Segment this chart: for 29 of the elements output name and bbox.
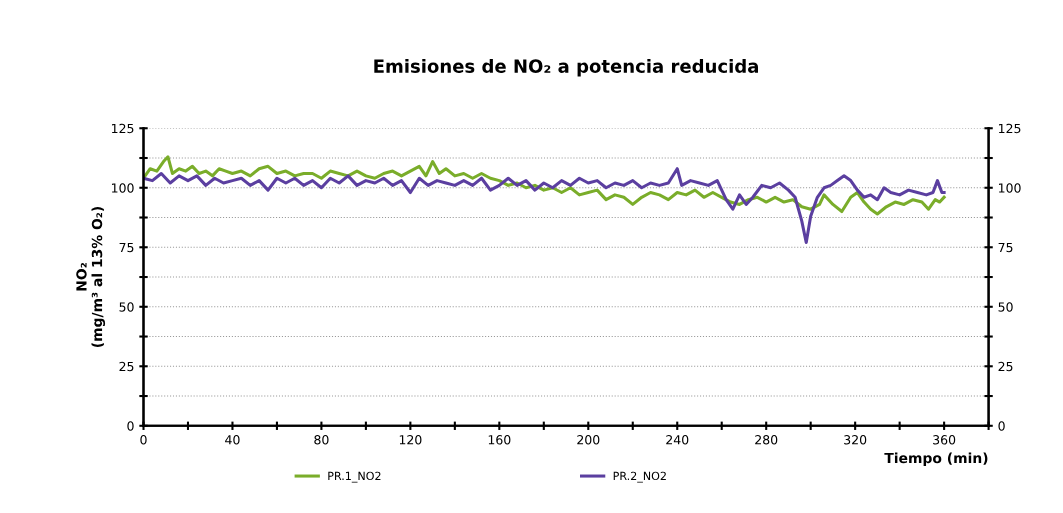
y2-tick-label: 50 <box>998 302 1013 312</box>
y2-tick-label: 25 <box>998 361 1013 372</box>
x-tick-label: 0 <box>140 435 147 445</box>
x-tick-label: 240 <box>666 435 689 445</box>
y-tick-label: 100 <box>111 183 134 193</box>
x-tick-label: 40 <box>225 435 240 445</box>
y-tick-label: 25 <box>119 361 134 372</box>
line-series <box>143 167 946 245</box>
x-tick-label: 120 <box>399 435 422 445</box>
legend-label: PR.1_NO2 <box>328 471 381 483</box>
chart-title: Emisiones de NO₂ a potencia reducida <box>374 58 758 77</box>
line-series <box>143 155 946 216</box>
x-tick-label: 160 <box>488 435 511 445</box>
x-tick-label: 320 <box>844 435 867 445</box>
y-tick-label: 0 <box>127 421 134 431</box>
y2-tick-label: 100 <box>998 183 1021 193</box>
y2-tick-label: 0 <box>998 421 1005 431</box>
y-tick-label: 50 <box>119 302 134 312</box>
x-tick-label: 280 <box>755 435 778 445</box>
x-tick-label: 200 <box>577 435 600 445</box>
y2-tick-label: 75 <box>998 242 1013 253</box>
y-axis-title: NO₂ (mg/m³ al 13% O₂) <box>76 206 106 348</box>
x-tick-label: 80 <box>314 435 329 445</box>
y2-tick-label: 125 <box>998 123 1021 134</box>
y-tick-label: 125 <box>111 123 134 134</box>
y-tick-label: 75 <box>119 242 134 253</box>
x-axis-title: Tiempo (min) <box>884 452 988 466</box>
legend-label: PR.2_NO2 <box>613 471 666 483</box>
x-tick-label: 360 <box>933 435 956 445</box>
